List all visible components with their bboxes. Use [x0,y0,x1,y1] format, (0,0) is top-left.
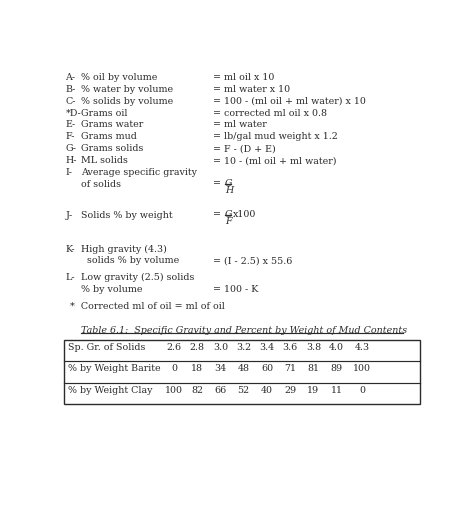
Text: 11: 11 [331,386,343,395]
Text: ML solids: ML solids [81,156,128,165]
Text: Average specific gravity: Average specific gravity [81,168,197,177]
Text: 52: 52 [237,386,250,395]
Text: High gravity (4.3): High gravity (4.3) [81,245,167,254]
Text: % water by volume: % water by volume [81,85,173,93]
Text: 0: 0 [171,364,177,374]
Text: x100: x100 [233,211,256,219]
Text: % oil by volume: % oil by volume [81,73,157,82]
Text: 71: 71 [284,364,296,374]
Text: 3.6: 3.6 [283,343,298,352]
Text: 18: 18 [191,364,203,374]
Text: % by Weight Barite: % by Weight Barite [68,364,160,374]
Text: 100: 100 [353,364,371,374]
Text: 3.8: 3.8 [306,343,321,352]
Text: 4.3: 4.3 [355,343,370,352]
Text: solids % by volume: solids % by volume [81,256,179,266]
Text: *  Corrected ml of oil = ml of oil: * Corrected ml of oil = ml of oil [70,302,225,311]
Text: = 100 - K: = 100 - K [213,285,258,294]
Text: J-: J- [65,211,73,220]
Text: Table 6.1:  Specific Gravity and Percent by Weight of Mud Contents: Table 6.1: Specific Gravity and Percent … [81,326,407,335]
Text: % by Weight Clay: % by Weight Clay [68,386,152,395]
Text: C-: C- [65,96,76,106]
Text: 2.8: 2.8 [190,343,205,352]
Text: 0: 0 [359,386,365,395]
Text: I-: I- [65,168,73,177]
Text: =: = [213,211,221,219]
Text: G-: G- [65,144,76,153]
Text: 81: 81 [308,364,319,374]
Text: Grams solids: Grams solids [81,144,143,153]
Text: *D-: *D- [65,108,81,118]
Text: Grams water: Grams water [81,120,143,130]
Text: 19: 19 [307,386,319,395]
FancyBboxPatch shape [64,340,420,404]
Text: 100: 100 [165,386,183,395]
Text: = corrected ml oil x 0.8: = corrected ml oil x 0.8 [213,108,327,118]
Text: Low gravity (2.5) solids: Low gravity (2.5) solids [81,273,194,282]
Text: 40: 40 [261,386,273,395]
Text: F-: F- [65,133,75,141]
Text: 60: 60 [261,364,273,374]
Text: B-: B- [65,85,76,93]
Text: 3.4: 3.4 [259,343,274,352]
Text: K-: K- [65,245,75,253]
Text: G: G [225,209,233,219]
Text: F: F [225,217,232,227]
Text: L-: L- [65,273,75,282]
Text: 3.2: 3.2 [236,343,251,352]
Text: 2.6: 2.6 [166,343,182,352]
Text: = (I - 2.5) x 55.6: = (I - 2.5) x 55.6 [213,256,292,266]
Text: = lb/gal mud weight x 1.2: = lb/gal mud weight x 1.2 [213,133,337,141]
Text: = 100 - (ml oil + ml water) x 10: = 100 - (ml oil + ml water) x 10 [213,96,365,106]
Text: = ml water x 10: = ml water x 10 [213,85,290,93]
Text: = F - (D + E): = F - (D + E) [213,144,275,153]
Text: Sp. Gr. of Solids: Sp. Gr. of Solids [68,343,145,352]
Text: = ml water: = ml water [213,120,266,130]
Text: 34: 34 [214,364,227,374]
Text: 48: 48 [237,364,250,374]
Text: 89: 89 [331,364,343,374]
Text: = ml oil x 10: = ml oil x 10 [213,73,274,82]
Text: of solids: of solids [81,180,121,189]
Text: E-: E- [65,120,76,130]
Text: % solids by volume: % solids by volume [81,96,173,106]
Text: 4.0: 4.0 [329,343,344,352]
Text: =: = [213,180,221,188]
Text: Grams oil: Grams oil [81,108,128,118]
Text: 3.0: 3.0 [213,343,228,352]
Text: H-: H- [65,156,77,165]
Text: H: H [225,186,233,195]
Text: = 10 - (ml oil + ml water): = 10 - (ml oil + ml water) [213,156,336,165]
Text: % by volume: % by volume [81,285,143,294]
Text: 66: 66 [214,386,227,395]
Text: 82: 82 [191,386,203,395]
Text: Solids % by weight: Solids % by weight [81,211,173,220]
Text: 29: 29 [284,386,296,395]
Text: G: G [225,179,233,188]
Text: A-: A- [65,73,75,82]
Text: Grams mud: Grams mud [81,133,137,141]
